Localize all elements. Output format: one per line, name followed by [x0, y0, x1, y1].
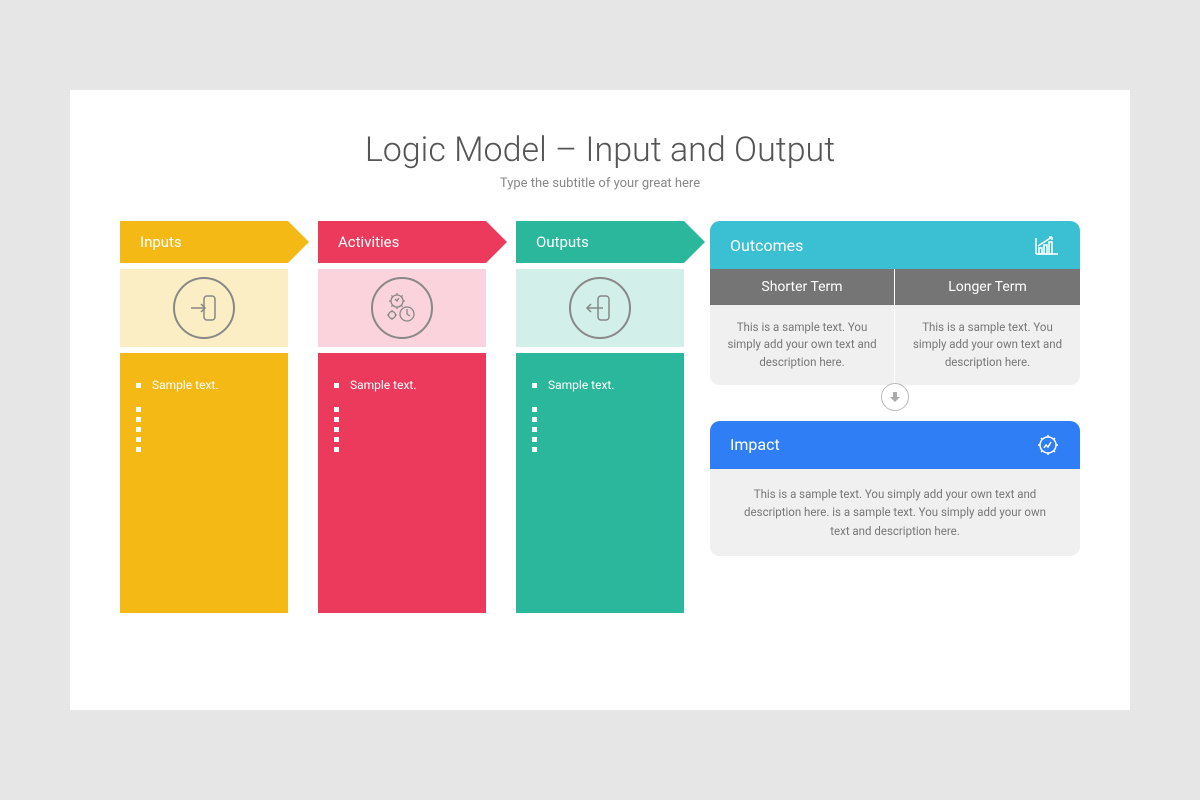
gears-clock-icon [371, 277, 433, 339]
down-arrow-icon [881, 383, 909, 411]
list-item [136, 417, 272, 427]
activities-icon-box [318, 269, 486, 347]
outputs-icon-box [516, 269, 684, 347]
list-item [532, 417, 668, 427]
content-row: Inputs Sample text. [120, 221, 1080, 613]
outcomes-panel: Outcomes Shorter Term This is a sample t… [710, 221, 1080, 385]
column-inputs: Inputs Sample text. [120, 221, 288, 613]
longer-term-body: This is a sample text. You simply add yo… [895, 305, 1080, 385]
list-item [532, 437, 668, 447]
outputs-body: Sample text. [516, 353, 684, 613]
growth-chart-icon [1034, 234, 1060, 256]
inputs-body: Sample text. [120, 353, 288, 613]
list-item [532, 397, 668, 407]
page-title: Logic Model – Input and Output [120, 130, 1080, 170]
list-item [136, 397, 272, 407]
list-item [334, 397, 470, 407]
impact-panel: Impact This is a sample text. You simply… [710, 421, 1080, 556]
outcomes-header: Outcomes [710, 221, 1080, 269]
logout-icon [569, 277, 631, 339]
list-item [532, 407, 668, 417]
inputs-icon-box [120, 269, 288, 347]
longer-term-col: Longer Term This is a sample text. You s… [895, 269, 1080, 385]
outcomes-label: Outcomes [730, 236, 803, 255]
list-item: Sample text. [136, 373, 272, 397]
list-item [136, 407, 272, 417]
column-activities: Activities Sample text. [318, 221, 486, 613]
shorter-term-body: This is a sample text. You simply add yo… [710, 305, 895, 385]
outputs-header: Outputs [516, 221, 684, 263]
activities-body: Sample text. [318, 353, 486, 613]
activities-header: Activities [318, 221, 486, 263]
list-item: Sample text. [334, 373, 470, 397]
right-panels: Outcomes Shorter Term This is a sample t… [710, 221, 1080, 613]
list-item [334, 427, 470, 437]
shorter-term-col: Shorter Term This is a sample text. You … [710, 269, 895, 385]
inputs-header: Inputs [120, 221, 288, 263]
slide: Logic Model – Input and Output Type the … [70, 90, 1130, 710]
login-icon [173, 277, 235, 339]
outputs-list: Sample text. [532, 373, 668, 447]
gear-chart-icon [1036, 433, 1060, 457]
list-item [334, 437, 470, 447]
column-outputs: Outputs Sample text. [516, 221, 684, 613]
list-item [136, 427, 272, 437]
left-columns: Inputs Sample text. [120, 221, 686, 613]
list-item [136, 437, 272, 447]
list-item [334, 407, 470, 417]
shorter-term-header: Shorter Term [710, 269, 895, 305]
impact-label: Impact [730, 435, 780, 454]
page-subtitle: Type the subtitle of your great here [120, 176, 1080, 191]
list-item: Sample text. [532, 373, 668, 397]
impact-header: Impact [710, 421, 1080, 469]
outcomes-subrow: Shorter Term This is a sample text. You … [710, 269, 1080, 385]
activities-list: Sample text. [334, 373, 470, 447]
impact-body: This is a sample text. You simply add yo… [710, 469, 1080, 556]
list-item [334, 417, 470, 427]
longer-term-header: Longer Term [895, 269, 1080, 305]
inputs-list: Sample text. [136, 373, 272, 447]
list-item [532, 427, 668, 437]
